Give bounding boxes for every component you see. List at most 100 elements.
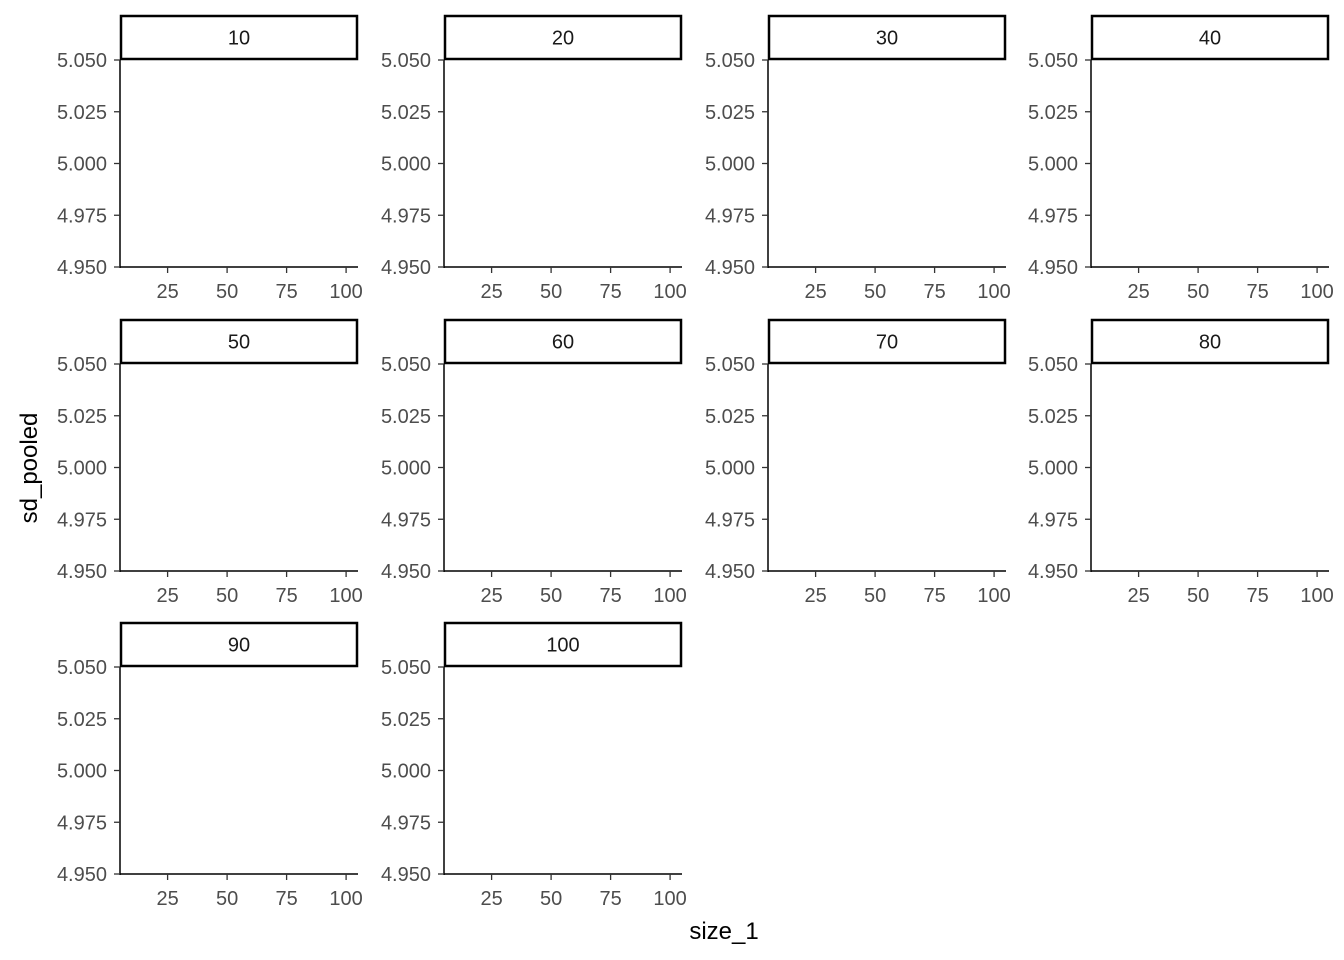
facet-strip xyxy=(767,318,1007,365)
y-tick-label: 5.025 xyxy=(57,102,107,124)
facet-strip xyxy=(443,621,683,668)
y-tick-label: 5.050 xyxy=(57,657,107,679)
y-tick-label: 5.000 xyxy=(57,458,107,480)
facet-panel: 90 4.950 4.975 5.000 5.025 5.050 25 50 75 100 xyxy=(57,621,363,910)
y-tick-label: 5.025 xyxy=(381,709,431,731)
x-tick-label: 100 xyxy=(977,585,1010,607)
facet-strip-label: 80 xyxy=(1199,332,1221,354)
x-tick-label: 50 xyxy=(216,281,238,303)
x-tick-label: 100 xyxy=(653,281,686,303)
x-tick-label: 25 xyxy=(156,281,178,303)
x-tick-label: 75 xyxy=(923,585,945,607)
y-tick-label: 4.950 xyxy=(1028,257,1078,279)
y-tick-label: 5.050 xyxy=(57,354,107,376)
x-tick-label: 100 xyxy=(329,585,362,607)
x-tick-label: 50 xyxy=(540,281,562,303)
y-tick-label: 4.975 xyxy=(1028,205,1078,227)
y-tick-label: 5.050 xyxy=(1028,50,1078,72)
x-tick-label: 50 xyxy=(540,888,562,910)
y-tick-label: 5.025 xyxy=(1028,102,1078,124)
y-tick-label: 5.050 xyxy=(705,50,755,72)
facet-strip-label: 40 xyxy=(1199,28,1221,50)
facet-strip-label: 60 xyxy=(552,332,574,354)
facet-panel: 10 4.950 4.975 5.000 5.025 5.050 25 50 75 100 xyxy=(57,14,363,303)
y-tick-label: 4.950 xyxy=(57,864,107,886)
x-tick-label: 50 xyxy=(540,585,562,607)
x-tick-label: 25 xyxy=(804,281,826,303)
y-tick-label: 5.000 xyxy=(381,458,431,480)
facet-strip xyxy=(443,318,683,365)
x-tick-label: 75 xyxy=(275,888,297,910)
facet-strip xyxy=(119,318,359,365)
y-tick-label: 4.975 xyxy=(381,205,431,227)
y-tick-label: 5.025 xyxy=(705,406,755,428)
x-tick-label: 75 xyxy=(599,585,621,607)
facet-strip xyxy=(443,14,683,61)
x-tick-label: 75 xyxy=(275,585,297,607)
x-tick-label: 50 xyxy=(864,281,886,303)
y-tick-label: 4.950 xyxy=(381,561,431,583)
y-tick-label: 5.000 xyxy=(57,761,107,783)
y-tick-label: 4.975 xyxy=(381,509,431,531)
y-tick-label: 4.950 xyxy=(57,561,107,583)
facet-strip xyxy=(119,621,359,668)
x-tick-label: 75 xyxy=(1246,281,1268,303)
y-tick-label: 4.950 xyxy=(705,257,755,279)
y-tick-label: 5.025 xyxy=(57,709,107,731)
y-tick-label: 5.000 xyxy=(705,154,755,176)
x-tick-label: 75 xyxy=(923,281,945,303)
y-tick-label: 5.050 xyxy=(381,657,431,679)
facet-strip xyxy=(767,14,1007,61)
x-tick-label: 25 xyxy=(1127,281,1149,303)
y-tick-label: 4.975 xyxy=(57,812,107,834)
x-tick-label: 25 xyxy=(1127,585,1149,607)
x-tick-label: 100 xyxy=(653,585,686,607)
facet-panel: 20 4.950 4.975 5.000 5.025 5.050 25 50 75 100 xyxy=(381,14,687,303)
y-tick-label: 4.950 xyxy=(1028,561,1078,583)
y-tick-label: 4.975 xyxy=(1028,509,1078,531)
y-tick-label: 5.050 xyxy=(57,50,107,72)
y-tick-label: 5.025 xyxy=(381,406,431,428)
x-tick-label: 75 xyxy=(275,281,297,303)
x-tick-label: 100 xyxy=(977,281,1010,303)
x-tick-label: 75 xyxy=(599,888,621,910)
facet-strip xyxy=(1090,14,1330,61)
x-tick-label: 25 xyxy=(480,585,502,607)
facet-panel: 70 4.950 4.975 5.000 5.025 5.050 25 50 75 100 xyxy=(705,318,1011,607)
facet-panel: 60 4.950 4.975 5.000 5.025 5.050 25 50 75 100 xyxy=(381,318,687,607)
x-tick-label: 50 xyxy=(1187,585,1209,607)
y-tick-label: 4.950 xyxy=(705,561,755,583)
y-tick-label: 5.025 xyxy=(705,102,755,124)
facet-strip-label: 70 xyxy=(876,332,898,354)
x-tick-label: 100 xyxy=(1300,281,1333,303)
y-tick-label: 4.975 xyxy=(57,509,107,531)
x-tick-label: 25 xyxy=(480,281,502,303)
facet-panel: 50 4.950 4.975 5.000 5.025 5.050 25 50 75 100 xyxy=(57,318,363,607)
facet-panel: 80 4.950 4.975 5.000 5.025 5.050 25 50 75 100 xyxy=(1028,318,1334,607)
facet-strip-label: 90 xyxy=(228,635,250,657)
x-tick-label: 75 xyxy=(1246,585,1268,607)
x-tick-label: 100 xyxy=(329,281,362,303)
y-tick-label: 5.050 xyxy=(381,50,431,72)
facet-strip-label: 20 xyxy=(552,28,574,50)
y-tick-label: 4.975 xyxy=(705,205,755,227)
y-tick-label: 4.975 xyxy=(381,812,431,834)
y-tick-label: 5.000 xyxy=(1028,458,1078,480)
y-tick-label: 5.000 xyxy=(1028,154,1078,176)
y-tick-label: 5.000 xyxy=(705,458,755,480)
facet-strip-label: 50 xyxy=(228,332,250,354)
y-tick-label: 5.050 xyxy=(705,354,755,376)
x-tick-label: 25 xyxy=(156,585,178,607)
facet-strip-label: 10 xyxy=(228,28,250,50)
facet-panel: 40 4.950 4.975 5.000 5.025 5.050 25 50 75 100 xyxy=(1028,14,1334,303)
x-tick-label: 75 xyxy=(599,281,621,303)
y-tick-label: 5.050 xyxy=(381,354,431,376)
facet-panel: 30 4.950 4.975 5.000 5.025 5.050 25 50 75 100 xyxy=(705,14,1011,303)
x-tick-label: 25 xyxy=(480,888,502,910)
x-tick-label: 100 xyxy=(329,888,362,910)
y-tick-label: 5.050 xyxy=(1028,354,1078,376)
x-tick-label: 50 xyxy=(216,585,238,607)
y-tick-label: 4.975 xyxy=(705,509,755,531)
x-tick-label: 100 xyxy=(653,888,686,910)
